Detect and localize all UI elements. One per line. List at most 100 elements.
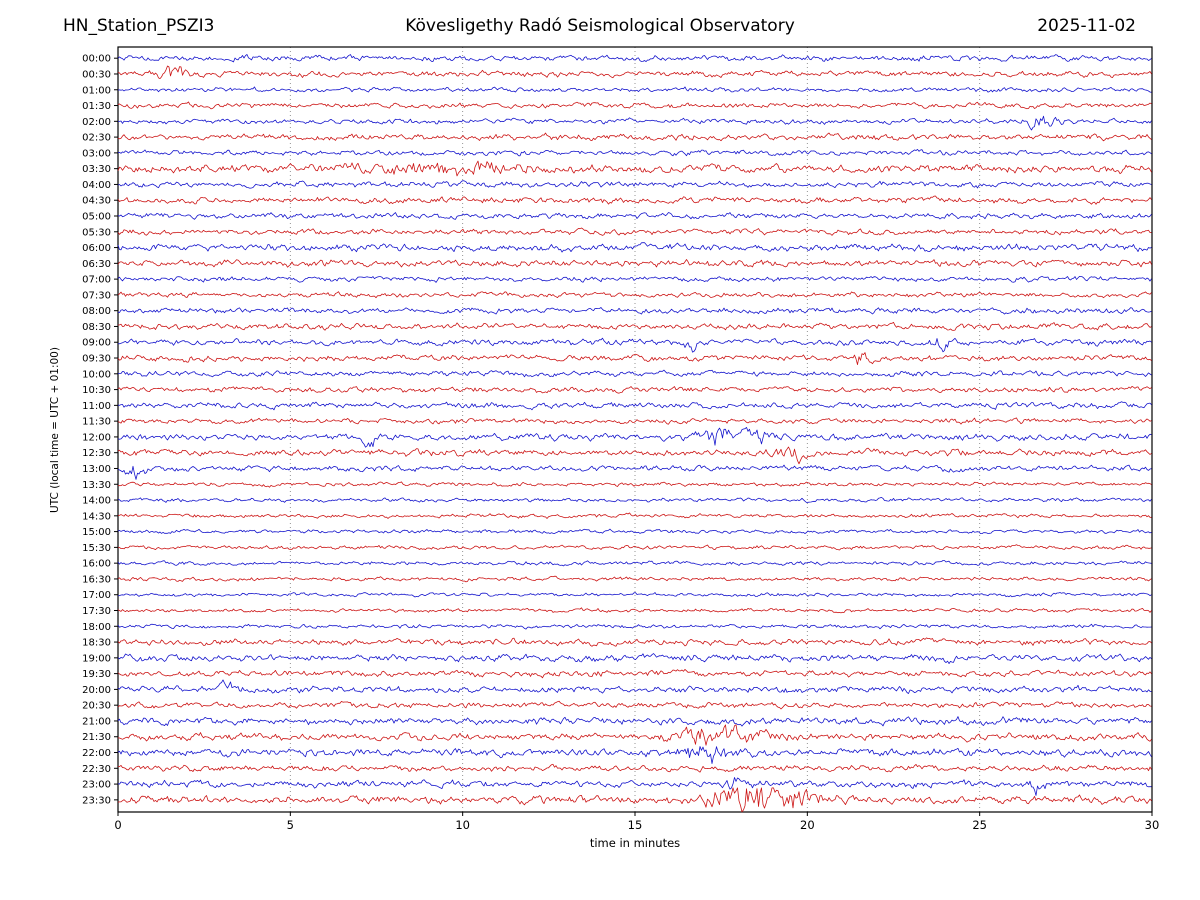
seismic-trace — [117, 724, 1152, 746]
time-label: 08:00 — [82, 306, 111, 317]
time-label: 11:30 — [82, 417, 111, 428]
seismic-trace — [117, 86, 1152, 93]
seismic-trace — [117, 679, 1152, 694]
time-label: 07:00 — [82, 275, 111, 286]
date-title: 2025-11-02 — [1037, 16, 1136, 36]
seismic-trace — [117, 115, 1152, 131]
time-label: 15:30 — [82, 543, 111, 554]
seismic-trace — [117, 512, 1152, 519]
time-label: 17:30 — [82, 606, 111, 617]
seismic-trace — [117, 528, 1152, 534]
x-tick-label: 0 — [114, 818, 121, 832]
seismic-trace — [117, 160, 1152, 177]
time-label: 23:00 — [82, 780, 111, 791]
x-tick-label: 30 — [1145, 818, 1160, 832]
time-label: 02:30 — [82, 133, 111, 144]
seismic-trace — [117, 592, 1152, 598]
seismic-trace — [117, 716, 1152, 727]
seismic-trace — [117, 337, 1152, 353]
seismic-trace — [117, 148, 1152, 157]
seismic-trace — [117, 777, 1152, 796]
time-label: 05:00 — [82, 212, 111, 223]
time-label: 19:00 — [82, 653, 111, 664]
x-tick-label: 15 — [628, 818, 643, 832]
seismic-trace — [117, 426, 1152, 448]
time-label: 22:00 — [82, 748, 111, 759]
time-label: 01:00 — [82, 85, 111, 96]
seismic-trace — [117, 653, 1152, 664]
seismic-trace — [117, 496, 1152, 503]
seismic-trace — [118, 763, 1152, 773]
time-label: 14:00 — [82, 496, 111, 507]
time-label: 07:30 — [82, 290, 111, 301]
time-label: 15:00 — [82, 527, 111, 538]
seismic-trace — [117, 623, 1152, 630]
time-label: 20:00 — [82, 685, 111, 696]
time-label: 13:30 — [82, 480, 111, 491]
seismic-trace — [117, 275, 1152, 283]
time-label: 16:30 — [82, 574, 111, 585]
time-label: 03:30 — [82, 164, 111, 175]
time-label: 17:00 — [82, 590, 111, 601]
seismic-trace — [117, 321, 1152, 331]
seismic-trace — [117, 227, 1152, 236]
time-label: 12:30 — [82, 448, 111, 459]
x-tick-label: 25 — [972, 818, 987, 832]
seismic-trace — [117, 101, 1152, 110]
time-label: 04:00 — [82, 180, 111, 191]
seismic-trace — [117, 481, 1152, 488]
seismic-trace — [117, 291, 1152, 299]
time-label: 20:30 — [82, 701, 111, 712]
seismic-trace — [117, 369, 1152, 378]
y-axis-label: UTC (local time = UTC + 01:00) — [49, 347, 61, 513]
time-label: 10:30 — [82, 385, 111, 396]
time-label: 10:00 — [82, 369, 111, 380]
time-label: 04:30 — [82, 196, 111, 207]
seismic-trace — [117, 385, 1152, 394]
time-label: 21:00 — [82, 716, 111, 727]
seismic-trace — [117, 787, 1152, 813]
seismic-trace — [117, 607, 1152, 614]
time-label: 00:30 — [82, 69, 111, 80]
seismic-trace — [117, 132, 1152, 142]
time-label: 22:30 — [82, 764, 111, 775]
time-label: 01:30 — [82, 101, 111, 112]
time-label: 16:00 — [82, 559, 111, 570]
seismic-trace — [117, 195, 1152, 205]
seismic-trace — [117, 307, 1152, 315]
seismic-trace — [117, 417, 1152, 425]
x-tick-label: 5 — [287, 818, 294, 832]
time-label: 12:00 — [82, 432, 111, 443]
time-label: 09:30 — [82, 354, 111, 365]
seismic-trace — [117, 446, 1152, 465]
seismic-trace — [117, 700, 1152, 710]
time-label: 14:30 — [82, 511, 111, 522]
time-label: 18:30 — [82, 638, 111, 649]
seismic-trace — [117, 637, 1152, 647]
seismic-trace — [117, 575, 1152, 583]
seismic-trace — [117, 65, 1152, 79]
time-label: 23:30 — [82, 795, 111, 806]
seismic-trace — [117, 259, 1152, 268]
seismic-trace — [117, 180, 1152, 189]
observatory-title: Kövesligethy Radó Seismological Observat… — [405, 16, 795, 36]
time-label: 06:30 — [82, 259, 111, 270]
time-label: 21:30 — [82, 732, 111, 743]
seismic-trace — [117, 242, 1152, 253]
station-title: HN_Station_PSZI3 — [63, 16, 215, 36]
x-tick-label: 20 — [800, 818, 815, 832]
time-label: 19:30 — [82, 669, 111, 680]
time-label: 18:00 — [82, 622, 111, 633]
time-label: 02:00 — [82, 117, 111, 128]
time-label: 09:00 — [82, 338, 111, 349]
seismic-trace — [117, 544, 1152, 551]
time-label: 05:30 — [82, 227, 111, 238]
seismic-trace — [117, 352, 1152, 366]
time-label: 06:00 — [82, 243, 111, 254]
seismic-trace — [117, 54, 1152, 63]
seismic-trace — [117, 560, 1152, 567]
time-label: 00:00 — [82, 54, 111, 65]
seismic-trace — [117, 212, 1152, 220]
